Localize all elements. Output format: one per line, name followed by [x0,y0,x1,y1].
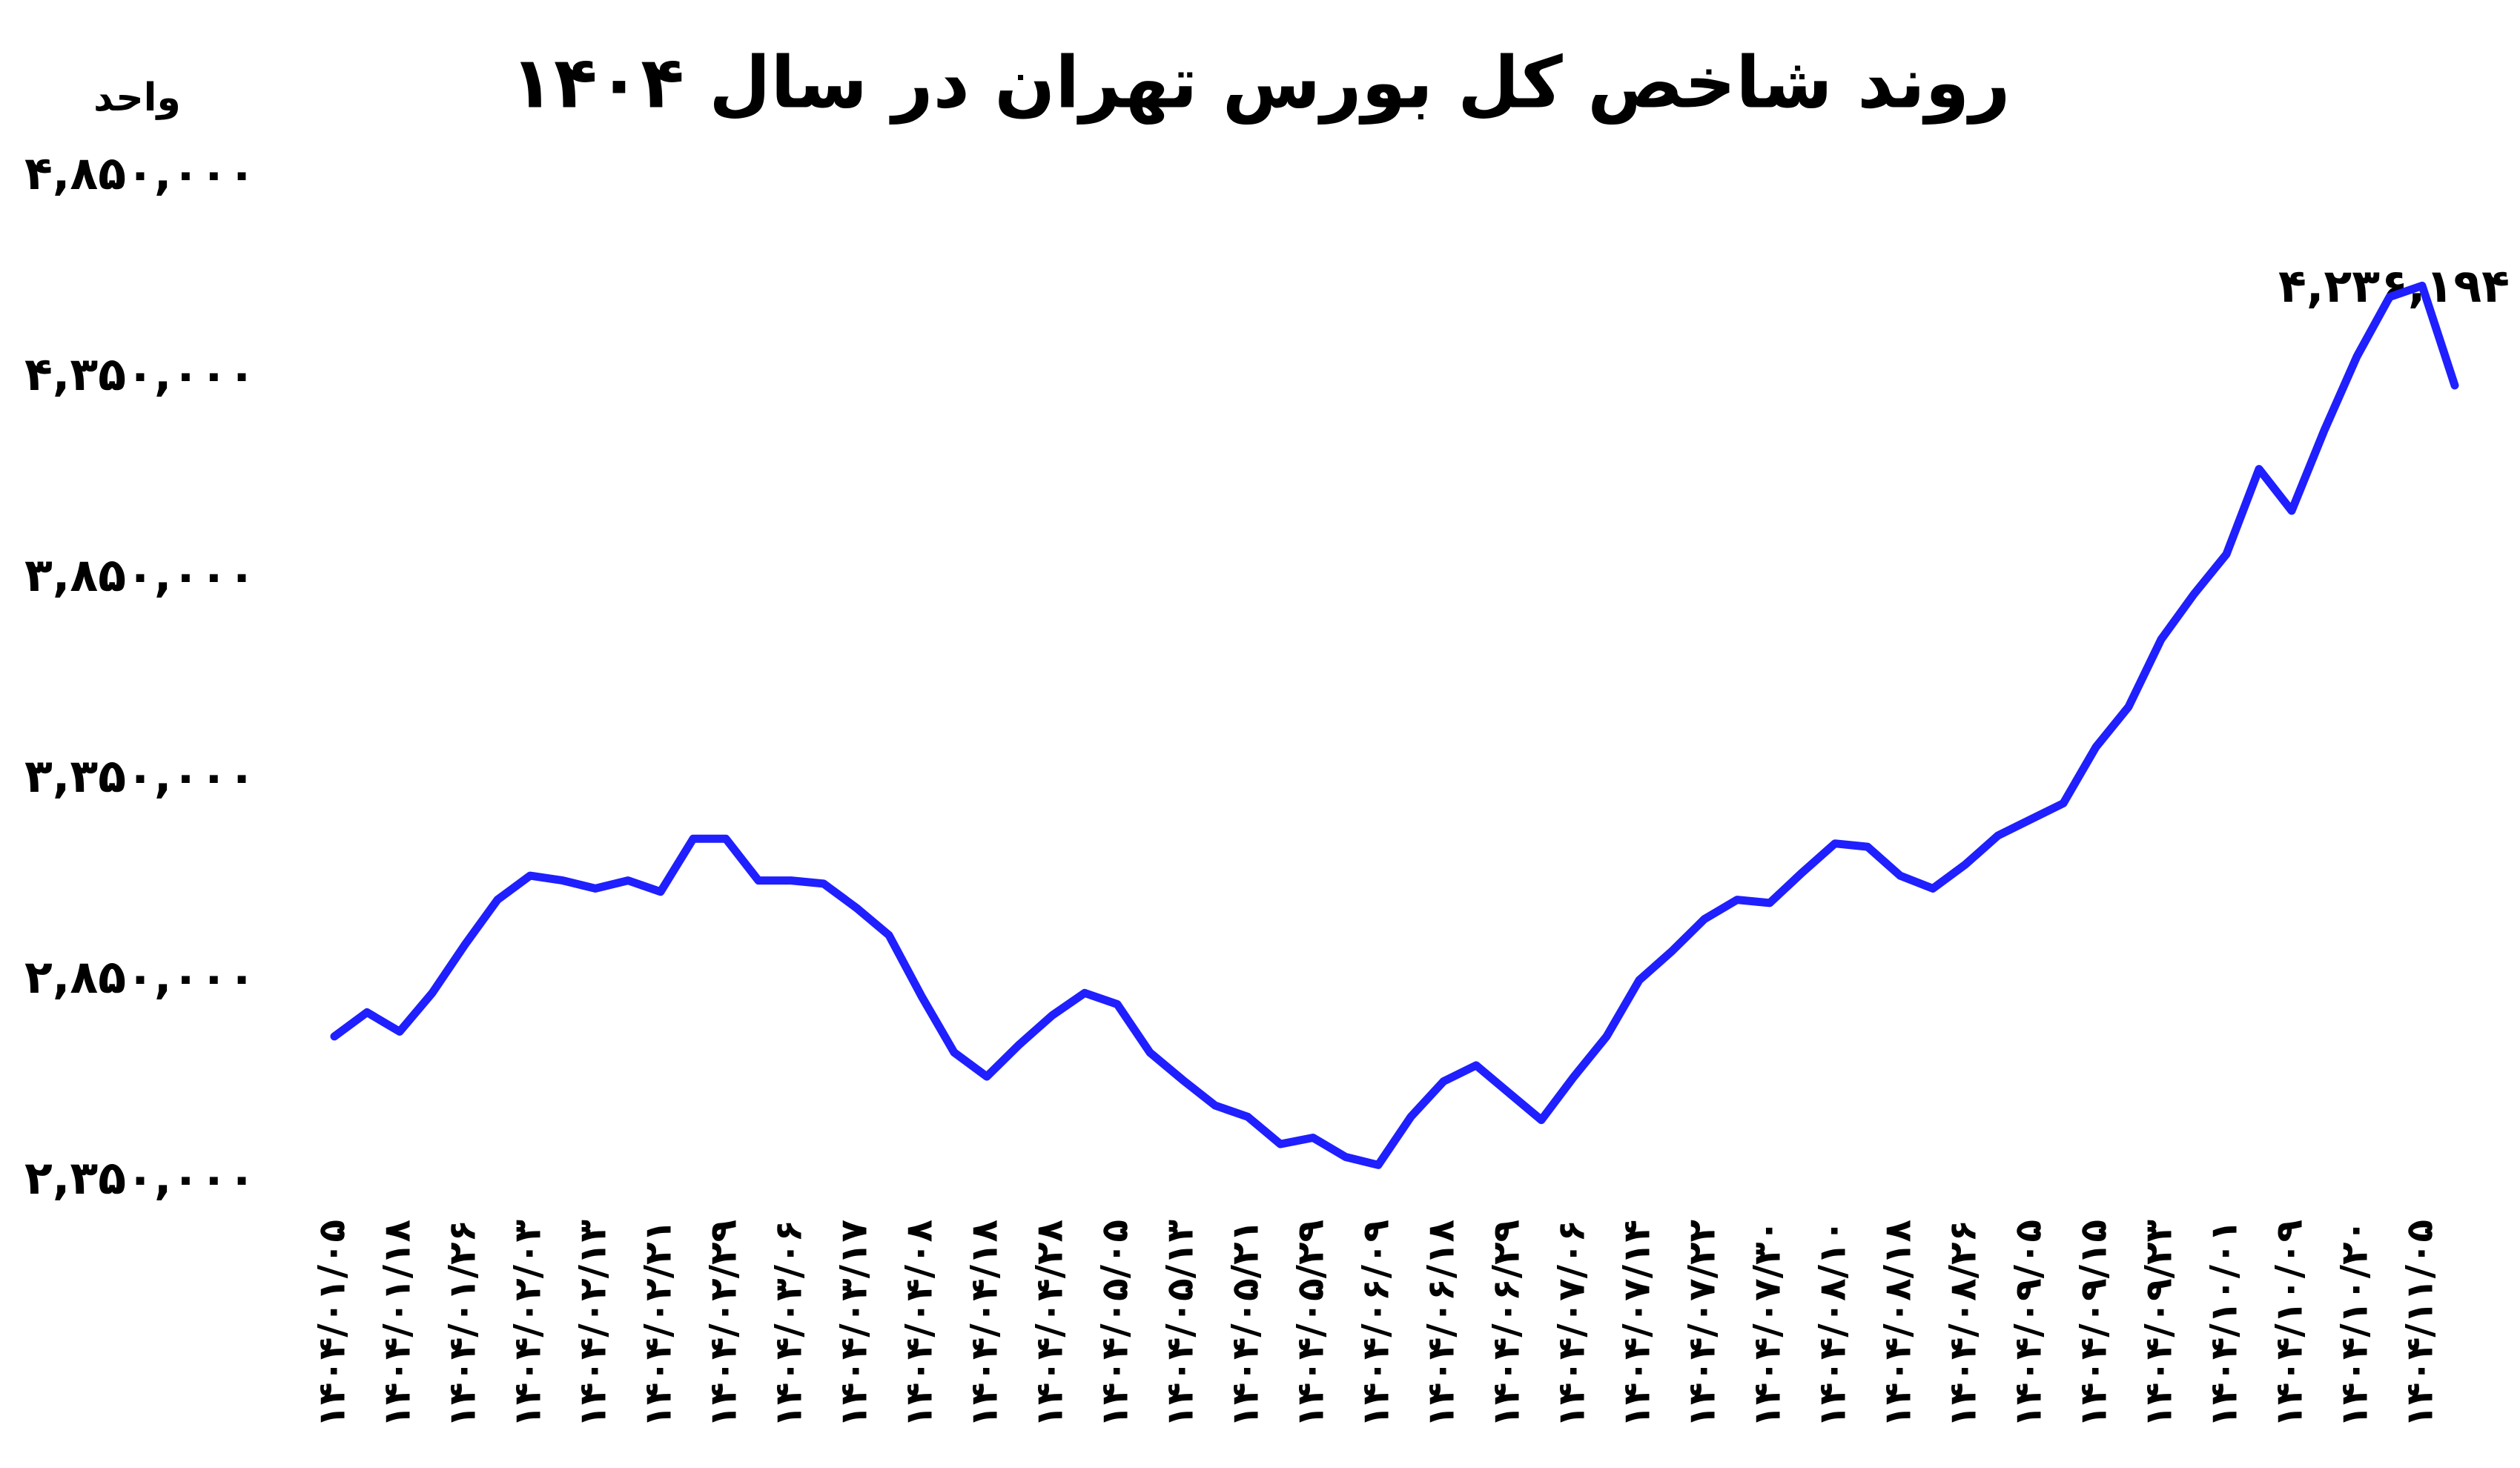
x-tick-label: ۱۴۰۴/۰۹/۱۵ [2072,1220,2115,1428]
y-tick-label: ۲,۸۵۰,۰۰۰ [24,950,256,1004]
x-tick-label: ۱۴۰۴/۰۷/۱۴ [1615,1220,1658,1428]
y-tick-label: ۲,۳۵۰,۰۰۰ [24,1151,256,1205]
x-tick-label: ۱۴۰۴/۰۶/۰۹ [1355,1220,1398,1428]
x-tick-label: ۱۴۰۴/۱۰/۲۰ [2333,1220,2376,1428]
x-tick-label: ۱۴۰۴/۰۷/۰۶ [1550,1220,1593,1428]
x-tick-label: ۱۴۰۴/۰۸/۱۸ [1876,1220,1919,1428]
x-tick-label: ۱۴۰۴/۰۷/۳۰ [1746,1220,1789,1428]
x-tick-label: ۱۴۰۴/۰۳/۱۷ [833,1220,876,1428]
x-tick-label: ۱۴۰۴/۰۴/۱۸ [963,1220,1006,1428]
x-tick-label: ۱۴۰۴/۰۴/۲۸ [1028,1220,1071,1428]
x-tick-label: ۱۴۰۴/۰۷/۲۲ [1681,1220,1724,1428]
y-tick-label: ۳,۸۵۰,۰۰۰ [24,548,256,602]
x-tick-label: ۱۴۰۴/۱۱/۰۵ [2398,1220,2441,1428]
x-tick-label: ۱۴۰۴/۰۱/۱۸ [376,1220,419,1428]
chart-title: روند شاخص کل بورس تهران در سال ۱۴۰۴ [510,41,2010,125]
x-tick-label: ۱۴۰۴/۰۱/۰۵ [311,1220,354,1428]
x-tick-label: ۱۴۰۴/۰۵/۲۱ [1224,1220,1267,1428]
x-tick-label: ۱۴۰۴/۰۲/۲۹ [702,1220,745,1428]
y-tick-label: ۴,۳۵۰,۰۰۰ [24,347,256,401]
x-tick-label: ۱۴۰۴/۰۹/۲۳ [2137,1220,2180,1428]
x-tick-label: ۱۴۰۴/۱۰/۰۱ [2203,1220,2246,1428]
x-tick-label: ۱۴۰۴/۰۲/۱۳ [572,1220,615,1428]
x-tick-label: ۱۴۰۴/۰۸/۲۶ [1942,1220,1985,1428]
x-tick-label: ۱۴۰۴/۰۴/۰۸ [898,1220,941,1428]
x-tick-label: ۱۴۰۴/۰۵/۲۹ [1289,1220,1332,1428]
x-tick-label: ۱۴۰۴/۰۵/۱۳ [1159,1220,1202,1428]
x-tick-label: ۱۴۰۴/۰۸/۱۰ [1811,1220,1854,1428]
y-axis-label: واحد [93,76,181,120]
x-tick-label: ۱۴۰۴/۰۱/۲۶ [441,1220,484,1428]
x-tick-label: ۱۴۰۴/۱۰/۰۹ [2268,1220,2311,1428]
x-tick-label: ۱۴۰۴/۰۹/۰۵ [2007,1220,2050,1428]
line [330,281,2459,1169]
annotation: ۴,۲۳۶,۱۹۴ [2278,259,2510,313]
x-tick-label: ۱۴۰۴/۰۲/۰۳ [506,1220,549,1428]
x-tick-label: ۱۴۰۴/۰۶/۱۸ [1420,1220,1463,1428]
x-tick-label: ۱۴۰۴/۰۲/۲۱ [637,1220,680,1428]
x-tick-label: ۱۴۰۴/۰۵/۰۵ [1094,1220,1137,1428]
y-tick-label: ۳,۳۵۰,۰۰۰ [24,749,256,803]
y-tick-label: ۴,۸۵۰,۰۰۰ [24,146,256,200]
x-tick-label: ۱۴۰۴/۰۶/۲۹ [1485,1220,1528,1428]
x-tick-label: ۱۴۰۴/۰۳/۰۶ [767,1220,810,1428]
